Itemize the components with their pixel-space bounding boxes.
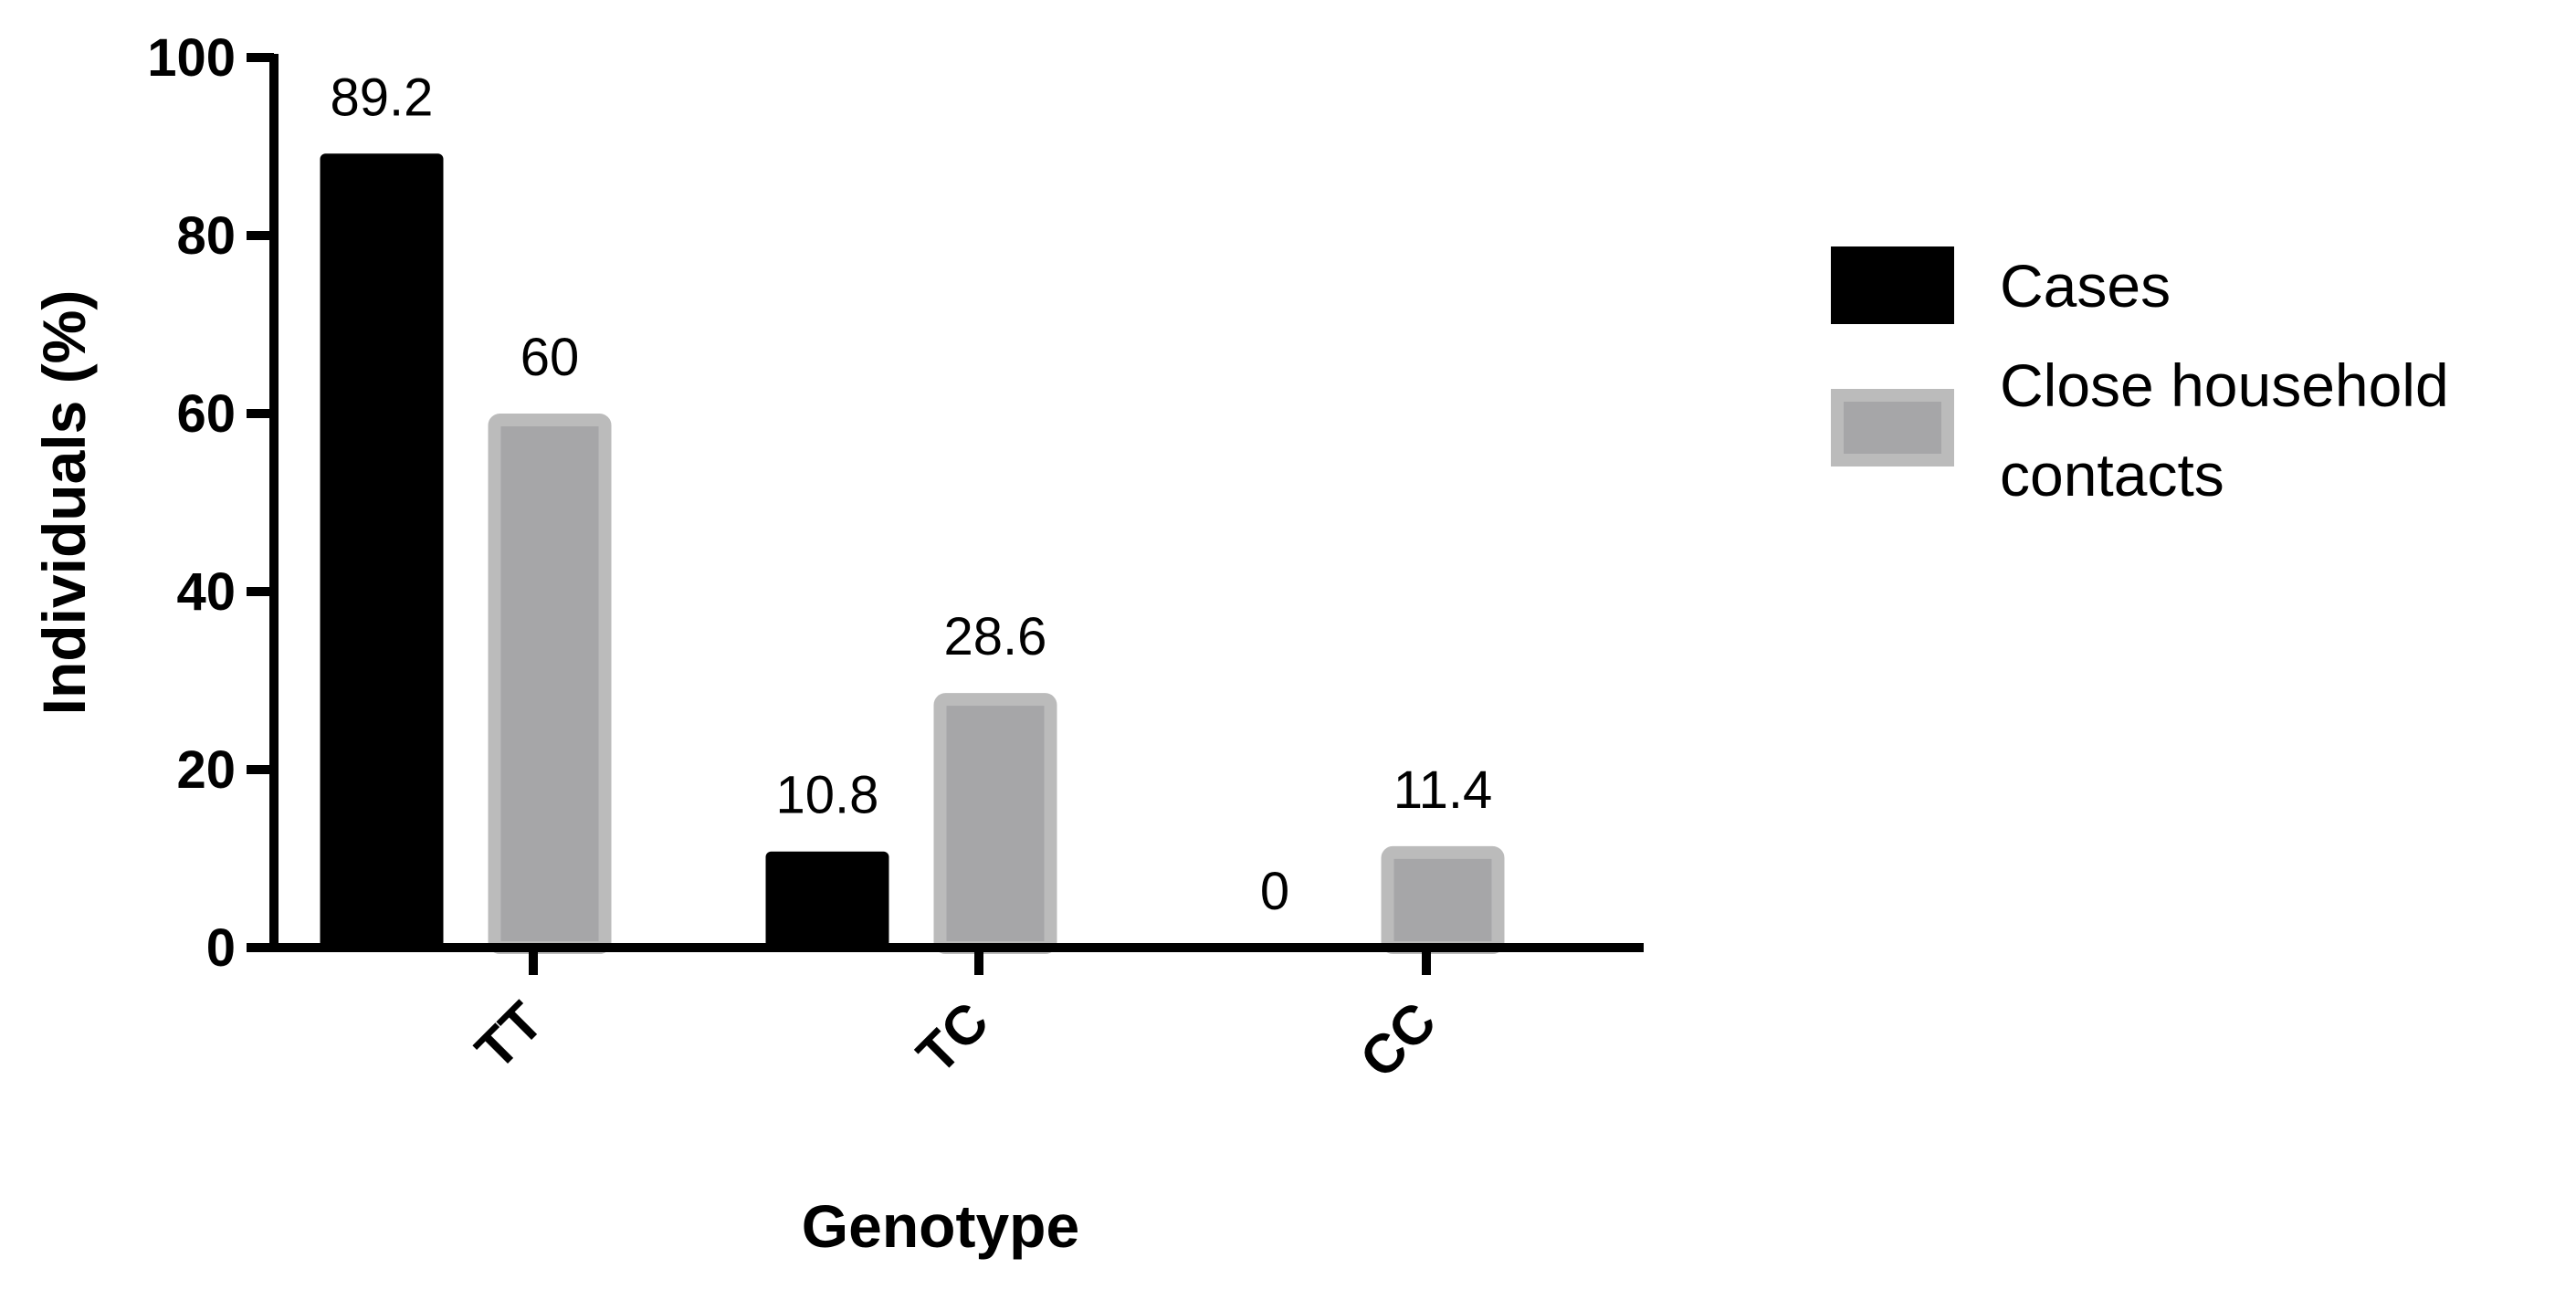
y-tick-label: 40 bbox=[176, 562, 236, 622]
y-tick-label: 20 bbox=[176, 740, 236, 800]
data-label: 60 bbox=[520, 328, 580, 387]
y-tick-label: 100 bbox=[147, 28, 236, 88]
labels-layer: 89.2 10.8 0 60 28.6 11.4 0 20 40 60 80 100 TT TC CC Ind… bbox=[30, 28, 1492, 1260]
data-label: 89.2 bbox=[331, 68, 434, 127]
x-tick-label-cc: CC bbox=[1349, 991, 1448, 1090]
x-tick-label-tc: TC bbox=[905, 991, 1000, 1085]
y-tick-label: 0 bbox=[206, 918, 236, 978]
data-label: 11.4 bbox=[1393, 760, 1493, 820]
legend-swatch-contacts bbox=[1831, 389, 1954, 467]
data-label: 28.6 bbox=[944, 607, 1047, 666]
bar-contacts-tc bbox=[933, 693, 1057, 955]
x-axis-title: Genotype bbox=[802, 1192, 1079, 1260]
legend-label-contacts: contacts bbox=[2000, 441, 2224, 508]
bar-cases-tt bbox=[320, 153, 444, 949]
legend-label-contacts: Close household bbox=[2000, 351, 2449, 419]
bars-layer bbox=[320, 153, 1505, 955]
data-label: 10.8 bbox=[776, 766, 879, 825]
legend-label-cases: Cases bbox=[2000, 252, 2171, 320]
legend: Cases Close household contacts bbox=[1831, 246, 2449, 508]
legend-swatch-cases bbox=[1831, 246, 1954, 324]
bar-contacts-tt bbox=[488, 414, 612, 954]
y-tick-label: 80 bbox=[176, 206, 236, 266]
y-axis-title: Individuals (%) bbox=[30, 290, 98, 716]
x-tick-label-tt: TT bbox=[464, 991, 554, 1081]
y-tick-label: 60 bbox=[176, 384, 236, 444]
bar-contacts-cc bbox=[1381, 845, 1505, 954]
bar-cases-tc bbox=[765, 851, 889, 948]
data-label: 0 bbox=[1260, 862, 1289, 921]
axes-layer bbox=[247, 53, 1644, 975]
